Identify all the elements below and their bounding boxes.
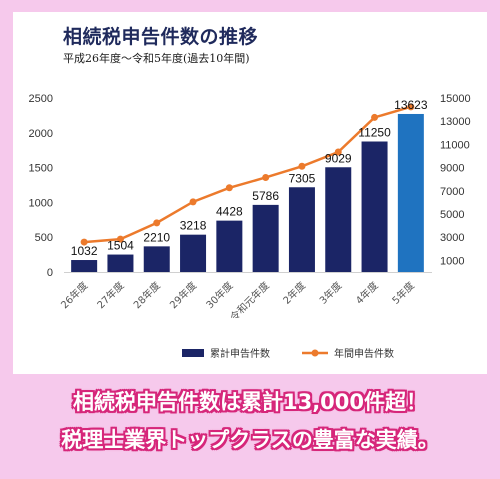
right-axis-tick-label: 9000 — [440, 163, 464, 175]
bar — [143, 246, 170, 272]
right-axis-tick-label: 13000 — [440, 116, 471, 128]
bar-data-label: 2210 — [143, 230, 170, 244]
chart-title: 相続税申告件数の推移 — [63, 26, 259, 48]
bar — [252, 204, 279, 272]
category-tick-label: 令和元年度 — [227, 279, 272, 324]
left-axis-tick-label: 1500 — [29, 163, 53, 175]
legend-marker-line — [311, 349, 319, 357]
line-series — [84, 105, 412, 244]
bar — [107, 254, 134, 272]
right-axis-tick-label: 5000 — [440, 209, 464, 221]
line-point — [334, 148, 342, 156]
bar-data-label: 3218 — [180, 219, 207, 233]
bar-data-label: 13623 — [394, 98, 428, 112]
bar-data-label: 4428 — [216, 205, 243, 219]
left-axis-tick-label: 2500 — [29, 93, 53, 105]
chart-subtitle: 平成26年度〜令和5年度(過去10年間) — [63, 52, 250, 65]
bar-data-label: 1032 — [71, 244, 98, 258]
line-point — [262, 173, 270, 181]
legend-swatch-bar — [182, 349, 204, 357]
bar — [361, 141, 388, 272]
line-point — [407, 103, 415, 111]
caption-line-2: 税理士業界トップクラスの豊富な実績。 — [61, 428, 439, 452]
bar — [288, 187, 315, 272]
right-axis-tick-label: 1000 — [440, 255, 464, 267]
left-axis-tick-label: 0 — [47, 267, 53, 279]
category-tick-label: 29年度 — [167, 279, 199, 311]
bar-data-label: 11250 — [358, 126, 391, 140]
left-axis-tick-label: 500 — [35, 232, 53, 244]
left-axis-tick-label: 2000 — [29, 128, 53, 140]
bar-data-label: 1504 — [107, 239, 134, 253]
legend-label-bar: 累計申告件数 — [210, 347, 270, 360]
bar-data-label: 7305 — [289, 171, 316, 185]
left-axis-tick-label: 1000 — [29, 197, 53, 209]
category-tick-label: 27年度 — [94, 279, 126, 311]
line-point — [225, 184, 233, 192]
category-tick-label: 30年度 — [203, 279, 235, 311]
line-point — [80, 238, 88, 246]
category-tick-label: 4年度 — [353, 279, 381, 307]
line-point — [371, 113, 379, 121]
line-point — [298, 162, 306, 170]
category-tick-label: 28年度 — [131, 279, 163, 311]
line-point — [189, 198, 197, 206]
bar — [325, 167, 352, 272]
bar — [180, 234, 207, 272]
bar — [397, 113, 424, 272]
line-point — [116, 235, 124, 243]
category-tick-label: 5年度 — [389, 279, 417, 307]
bar — [216, 220, 243, 272]
category-tick-label: 26年度 — [58, 279, 90, 311]
right-axis-tick-label: 11000 — [440, 139, 470, 151]
right-axis-tick-label: 3000 — [440, 232, 464, 244]
legend-label-line: 年間申告件数 — [334, 347, 394, 360]
caption-line-1: 相続税申告件数は累計13,000件超！ — [72, 390, 428, 414]
bar — [71, 260, 98, 272]
bar-data-label: 9029 — [325, 151, 352, 165]
line-point — [153, 219, 161, 227]
bar-data-label: 5786 — [252, 189, 279, 203]
right-axis-tick-label: 7000 — [440, 186, 464, 198]
category-tick-label: 3年度 — [317, 279, 345, 307]
right-axis-tick-label: 15000 — [440, 93, 471, 105]
category-tick-label: 2年度 — [280, 279, 308, 307]
